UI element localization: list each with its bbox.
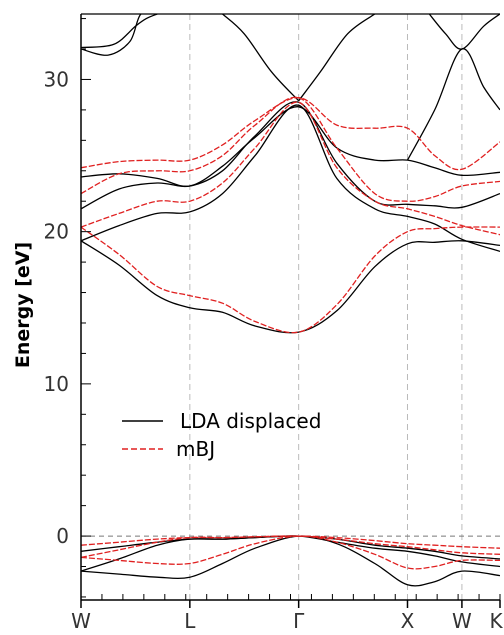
grid-layer: [81, 14, 500, 600]
band-line-lda-6: [81, 106, 500, 187]
legend-label-mbj: mBJ: [176, 437, 215, 461]
x-tick-label: L: [184, 609, 196, 633]
band-line-mbj-5: [81, 96, 500, 202]
y-tick-label: 20: [44, 220, 69, 244]
band-line-lda-9: [222, 14, 300, 102]
x-tick-label: K: [489, 609, 503, 633]
x-tick-label: W: [71, 609, 91, 633]
band-line-mbj-6: [81, 97, 500, 171]
band-line-mbj-4: [81, 101, 500, 236]
legend-label-lda: LDA displaced: [180, 409, 321, 433]
x-tick-label: X: [401, 609, 415, 633]
band-line-mbj-0: [81, 535, 500, 570]
band-line-lda-8: [81, 14, 158, 56]
series-lda: [81, 14, 500, 587]
series-mbj: [81, 96, 500, 570]
legend: LDA displaced mBJ: [122, 409, 321, 461]
band-line-lda-4: [81, 104, 500, 253]
band-line-lda-3: [81, 240, 500, 334]
y-axis-title: Energy [eV]: [12, 242, 34, 368]
band-line-mbj-2: [81, 535, 500, 549]
band-line-mbj-1: [81, 535, 500, 559]
x-tick-label: W: [452, 609, 472, 633]
bands-layer: [81, 14, 500, 587]
band-line-lda-12: [428, 14, 500, 50]
band-line-lda-2: [81, 535, 500, 560]
x-tick-label: Γ: [293, 609, 305, 633]
y-tick-label: 30: [44, 67, 69, 91]
band-line-mbj-3: [81, 226, 500, 334]
band-line-lda-5: [81, 101, 500, 210]
band-line-lda-11: [406, 48, 500, 161]
y-tick-label: 10: [44, 372, 69, 396]
y-tick-label: 0: [56, 524, 69, 548]
band-line-lda-10: [298, 14, 376, 102]
band-line-lda-7: [81, 14, 158, 49]
